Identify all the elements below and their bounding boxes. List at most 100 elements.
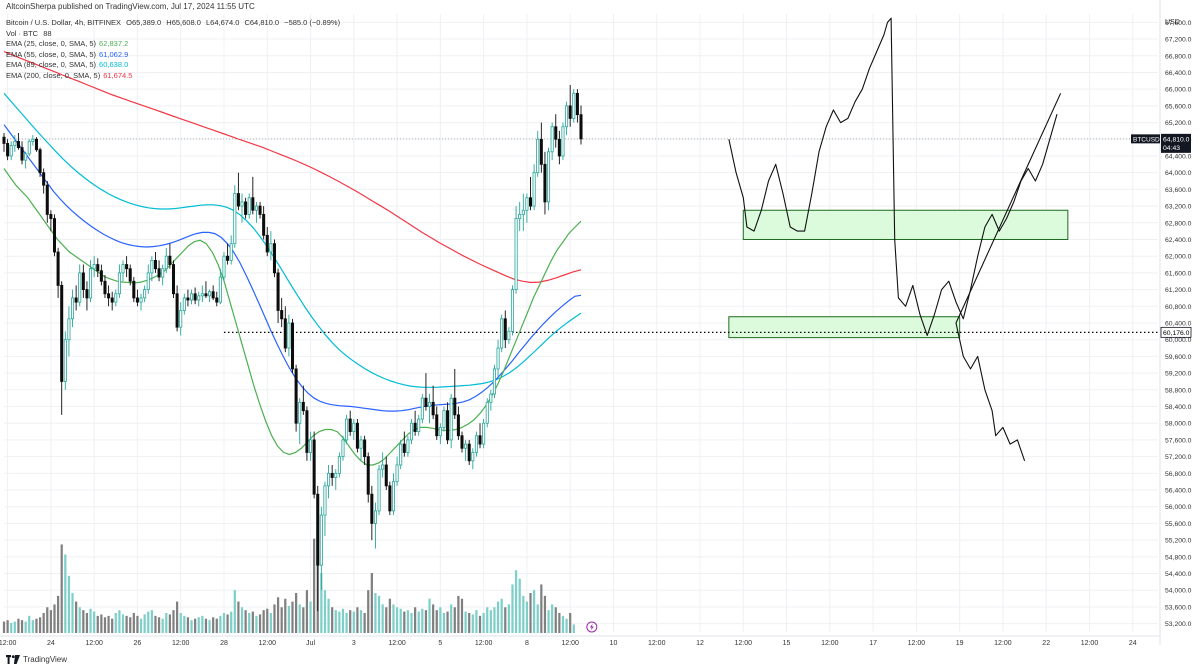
ema55-value: 61,062.9 [99, 49, 129, 59]
volume-bar [536, 604, 539, 633]
candle-body [114, 293, 118, 303]
volume-bar [194, 618, 197, 633]
volume-bar [522, 595, 525, 633]
candle-body [211, 291, 215, 299]
volume-bar [338, 611, 341, 633]
candle-body [146, 272, 150, 290]
ema25-row[interactable]: EMA (25, close, 0, SMA, 5) 62,837.2 [6, 39, 340, 50]
support-zone [728, 316, 961, 339]
candle-body [164, 255, 168, 270]
volume-bar [424, 610, 428, 633]
symbol-tag-label: BTCUSD [1133, 136, 1160, 143]
candle-body [348, 418, 352, 432]
volume-bar [359, 610, 363, 633]
candle-body [186, 297, 190, 301]
candle-body [6, 143, 10, 157]
volume-bar [323, 590, 327, 633]
volume-row[interactable]: Vol · BTC 88 [6, 29, 340, 40]
ema89-row[interactable]: EMA (89, close, 0, SMA, 5) 60,638.0 [6, 60, 340, 71]
candle-body [117, 272, 121, 295]
volume-bar [71, 593, 74, 633]
candle-body [193, 293, 197, 301]
volume-bar [569, 613, 572, 633]
ema55-row[interactable]: EMA (55, close, 0, SMA, 5) 61,062.9 [6, 50, 340, 61]
symbol-tag [1131, 134, 1160, 144]
volume-bar [132, 613, 135, 633]
candle-body [532, 172, 536, 207]
ohlc-close: 64,810.0 [249, 18, 280, 27]
candle-body [449, 397, 453, 441]
price-tick-label: 53,200.0 [1165, 621, 1192, 628]
candle-body [81, 272, 85, 290]
candle-body [510, 289, 514, 332]
volume-bar [190, 620, 193, 633]
candle-body [247, 197, 251, 215]
candle-body [226, 255, 230, 261]
candle-body [370, 493, 374, 524]
volume-bar [96, 615, 99, 633]
volume-bar [554, 607, 557, 633]
chart-legend: Bitcoin / U.S. Dollar, 4h, BITFINEX O65,… [6, 18, 340, 82]
volume-bar [395, 607, 399, 633]
volume-bar [118, 610, 121, 633]
candle-body [150, 259, 154, 274]
volume-bar [49, 610, 52, 633]
key-level-label: 60,176.0 [1163, 330, 1190, 337]
time-tick-label: 12:00 [735, 640, 753, 647]
price-tick-label: 63,600.0 [1165, 187, 1192, 194]
volume-bar [82, 610, 85, 633]
volume-bar [439, 607, 442, 633]
candle-body [453, 397, 457, 416]
volume-bar [291, 601, 294, 633]
candle-body [561, 126, 565, 157]
candle-body [74, 297, 78, 303]
volume-bar [392, 604, 395, 633]
price-tick-label: 54,000.0 [1165, 588, 1192, 595]
time-tick-label: 19 [956, 640, 964, 647]
candle-body [402, 443, 406, 453]
price-tick-label: 65,600.0 [1165, 103, 1192, 110]
price-tick-label: 62,000.0 [1165, 254, 1192, 261]
candle-body [301, 401, 305, 412]
candle-body [489, 393, 493, 403]
price-tick-label: 59,600.0 [1165, 354, 1192, 361]
time-tick-label: 10 [610, 640, 618, 647]
candle-body [323, 485, 327, 516]
volume-bar [75, 601, 78, 633]
time-tick-label: 12:00 [85, 640, 103, 647]
volume-bar [533, 590, 536, 633]
ema200-row[interactable]: EMA (200, close, 0, SMA, 5) 61,674.5 [6, 71, 340, 82]
symbol-line[interactable]: Bitcoin / U.S. Dollar, 4h, BITFINEX [6, 18, 122, 27]
volume-bar [446, 611, 449, 633]
candle-body [442, 410, 446, 428]
volume-bar [287, 605, 291, 633]
volume-bar [341, 608, 345, 633]
price-tick-label: 60,000.0 [1165, 337, 1192, 344]
candle-body [27, 140, 31, 155]
volume-bar [388, 598, 391, 633]
volume-bar [255, 615, 258, 633]
ema89-label: EMA (89, close, 0, SMA, 5) [6, 60, 97, 70]
volume-bar [313, 538, 316, 633]
candle-body [500, 318, 504, 349]
candle-body [157, 268, 161, 278]
candle-body [334, 472, 338, 478]
price-tick-label: 56,800.0 [1165, 471, 1192, 478]
ohlc-open-label: O [126, 18, 132, 27]
footer-brand[interactable]: TradingView [23, 655, 68, 664]
price-tick-label: 65,200.0 [1165, 120, 1192, 127]
candle-body [319, 514, 323, 566]
candle-body [460, 435, 464, 449]
candle-body [92, 264, 96, 270]
volume-bar [276, 597, 280, 633]
candle-body [251, 197, 255, 211]
candle-body [528, 197, 533, 207]
volume-bar [100, 614, 103, 633]
ohlc-high-label: H [166, 18, 172, 27]
time-tick-label: 28 [220, 640, 228, 647]
price-tick-label: 57,600.0 [1165, 437, 1192, 444]
volume-bar [53, 604, 56, 633]
last-price-tag [1161, 133, 1191, 153]
volume-bar [442, 613, 446, 633]
